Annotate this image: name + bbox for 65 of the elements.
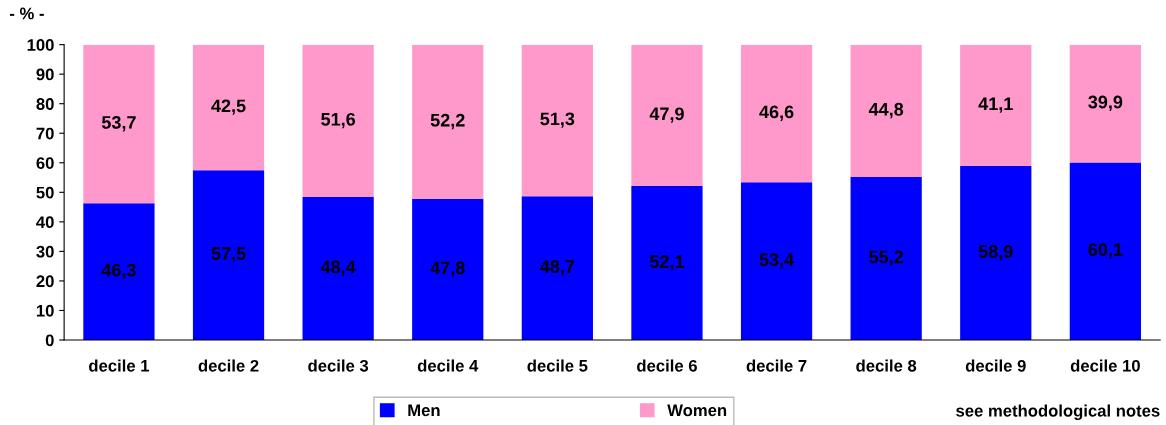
data-label: 41,1 (978, 97, 1013, 113)
data-label: 44,8 (868, 102, 904, 119)
x-tick-label: decile 5 (527, 359, 588, 372)
x-tick-label: decile 1 (89, 359, 150, 372)
data-label: 51,3 (540, 112, 575, 128)
x-tick-label: decile 9 (965, 359, 1026, 372)
data-label: 57,5 (211, 247, 246, 263)
y-tick-label: 40 (36, 216, 54, 229)
y-tick-label: 10 (36, 304, 54, 317)
data-label: 52,1 (649, 255, 685, 271)
y-tick-label: 90 (36, 68, 54, 81)
bar (740, 44, 813, 183)
data-label: 58,9 (978, 245, 1013, 261)
x-tick-label: decile 3 (308, 359, 369, 372)
bar (631, 44, 703, 187)
data-label: 39,9 (1088, 95, 1123, 112)
x-tick-label: decile 6 (637, 359, 697, 372)
bar (631, 186, 703, 340)
bar (740, 182, 813, 340)
legend-label: Women (667, 404, 727, 417)
bar (521, 196, 593, 340)
data-label: 53,4 (759, 253, 795, 269)
y-tick-label: 0 (45, 334, 54, 347)
bar (960, 166, 1032, 340)
bar (850, 44, 922, 177)
data-label: 46,6 (759, 105, 794, 121)
data-label: 47,9 (649, 107, 684, 123)
x-tick-label: decile 4 (417, 359, 479, 372)
y-tick-label: 60 (36, 157, 54, 169)
bar (850, 176, 922, 340)
x-tick-label: decile 2 (198, 359, 259, 372)
y-tick-label: 30 (36, 245, 54, 258)
legend-label: Men (408, 404, 440, 417)
bar (83, 203, 155, 340)
x-tick-label: decile 10 (1070, 359, 1140, 372)
bar (83, 44, 155, 204)
data-label: 55,2 (869, 250, 904, 266)
bar (412, 44, 484, 199)
data-label: 52,2 (430, 113, 465, 130)
y-tick-label: 50 (36, 186, 54, 199)
bar (192, 44, 265, 171)
bar (521, 44, 593, 197)
data-label: 53,7 (101, 115, 136, 132)
y-tick-label: 70 (36, 127, 54, 140)
x-tick-label: decile 8 (856, 359, 917, 372)
bar (412, 198, 484, 340)
data-label: 47,8 (430, 261, 465, 277)
data-label: 60,1 (1088, 243, 1123, 259)
bar (192, 170, 265, 340)
data-label: 46,3 (101, 263, 136, 280)
data-label: 48,7 (540, 260, 575, 276)
bar (1069, 44, 1141, 163)
bar (302, 44, 374, 198)
chart-title: - % - (9, 7, 44, 20)
x-tick-label: decile 7 (746, 359, 807, 372)
y-tick-label: 20 (36, 275, 54, 288)
bar (960, 44, 1032, 167)
bar (1069, 162, 1141, 340)
y-tick-label: 80 (36, 98, 54, 110)
bar (302, 197, 374, 340)
y-tick-label: 100 (27, 39, 54, 51)
text: see methodological notes (956, 404, 1160, 421)
data-label: 48,4 (320, 260, 356, 276)
data-label: 51,6 (321, 112, 356, 129)
data-label: 42,5 (211, 99, 246, 115)
